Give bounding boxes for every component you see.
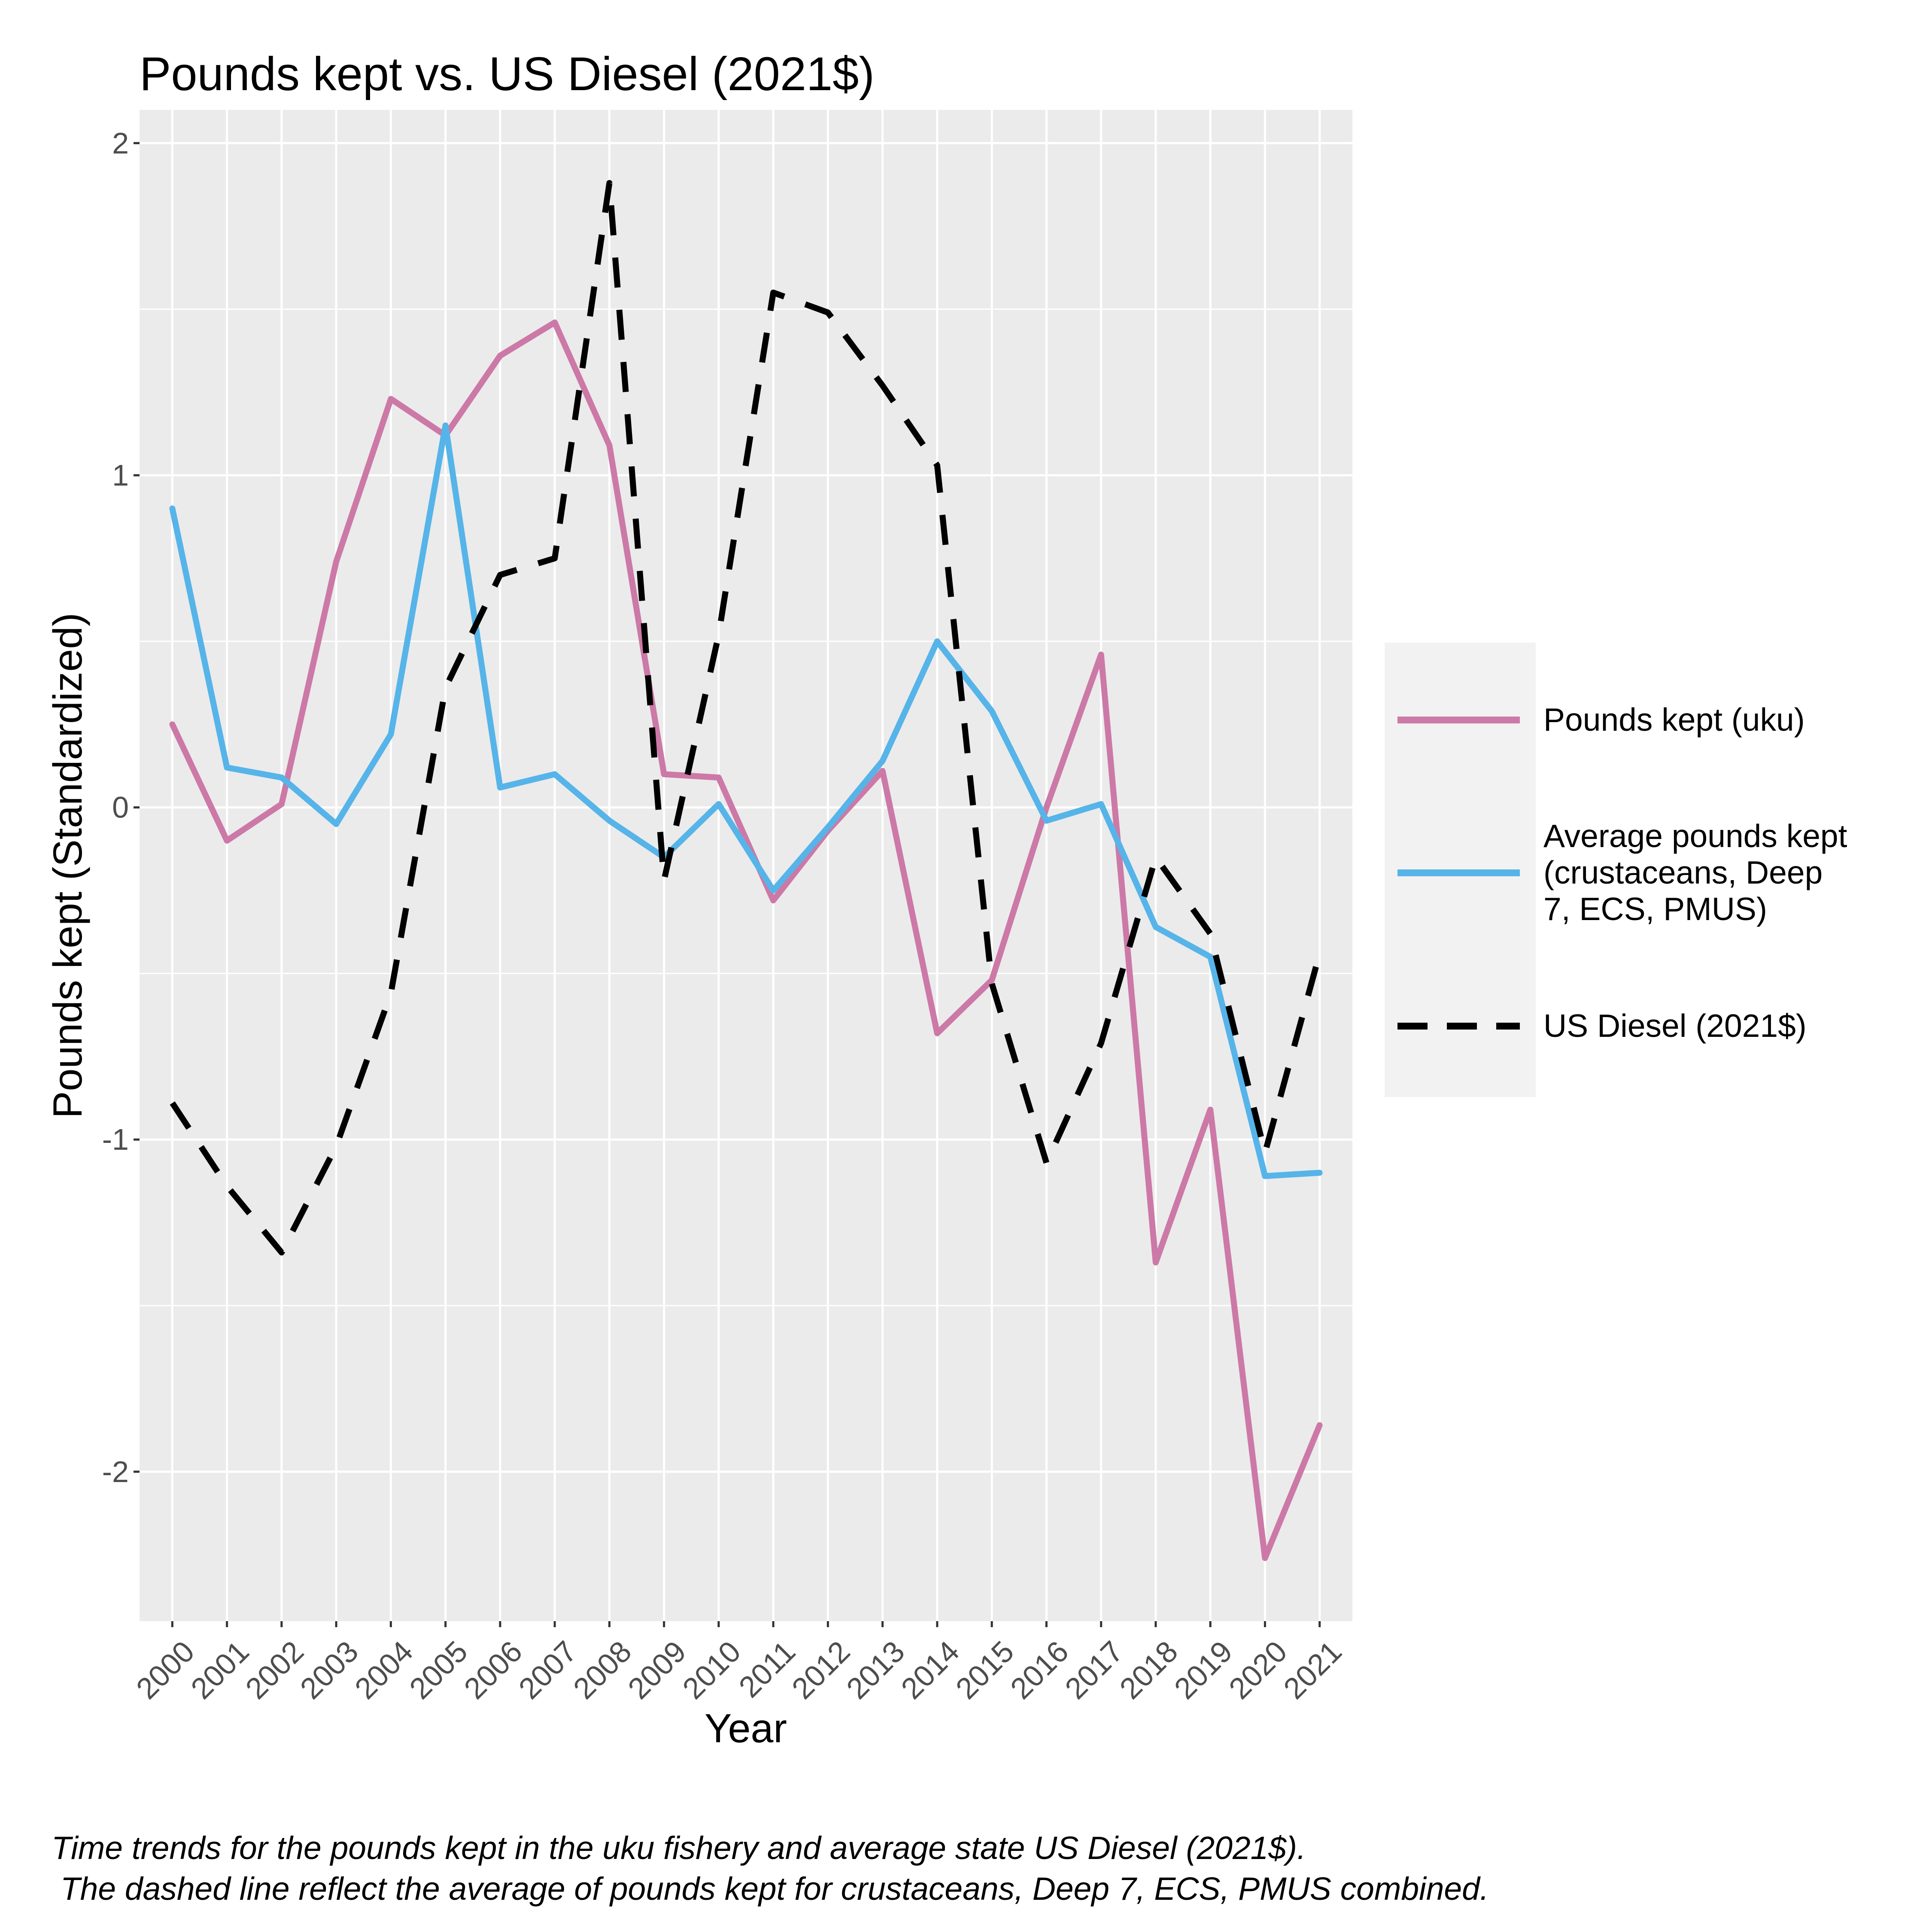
y-tick-label: 1 bbox=[112, 459, 129, 492]
x-tick-label: 2006 bbox=[458, 1634, 529, 1705]
x-tick-label: 2011 bbox=[732, 1634, 802, 1704]
y-tick-label: 0 bbox=[112, 791, 129, 824]
grid-minor bbox=[140, 308, 1352, 1306]
caption-line-2: The dashed line reflect the average of p… bbox=[52, 1871, 1489, 1907]
x-tick-label: 2013 bbox=[840, 1634, 911, 1705]
x-tick-label: 2003 bbox=[294, 1634, 365, 1705]
x-tick-label: 2020 bbox=[1222, 1634, 1293, 1705]
y-tick-label: -1 bbox=[102, 1123, 129, 1156]
series-line-1 bbox=[169, 319, 1323, 1561]
y-tick-label: -2 bbox=[102, 1455, 129, 1488]
x-tick-label: 2000 bbox=[130, 1634, 200, 1705]
x-tick-label: 2012 bbox=[785, 1634, 856, 1705]
x-tick-label: 2008 bbox=[567, 1634, 638, 1705]
x-tick-label: 2002 bbox=[239, 1634, 310, 1705]
x-axis-label: Year bbox=[705, 1706, 787, 1751]
x-tick-label: 2016 bbox=[1004, 1634, 1075, 1705]
x-tick-label: 2004 bbox=[348, 1634, 419, 1705]
x-tick-label: 2019 bbox=[1168, 1634, 1239, 1705]
series-line-3 bbox=[170, 180, 1323, 1256]
x-tick-label: 2001 bbox=[185, 1634, 255, 1705]
x-tick-label: 2014 bbox=[895, 1634, 966, 1705]
x-tick-label: 2007 bbox=[512, 1634, 583, 1705]
caption: Time trends for the pounds kept in the u… bbox=[52, 1830, 1489, 1907]
grid-major bbox=[140, 110, 1352, 1621]
x-tick-label: 2005 bbox=[403, 1634, 474, 1705]
y-axis: -2 -1 0 1 2 bbox=[102, 126, 140, 1488]
x-axis: 2000200120022003200420052006200720082009… bbox=[130, 1621, 1348, 1705]
y-tick-label: 2 bbox=[112, 126, 129, 160]
x-tick-label: 2015 bbox=[949, 1634, 1020, 1705]
x-tick-label: 2009 bbox=[622, 1634, 693, 1705]
legend: Pounds kept (uku) Average pounds kept (cru… bbox=[1385, 643, 1847, 1097]
legend-label-3: US Diesel (2021$) bbox=[1543, 1008, 1807, 1044]
x-tick-label: 2010 bbox=[676, 1634, 747, 1705]
x-tick-label: 2018 bbox=[1113, 1634, 1184, 1705]
legend-label-2: Average pounds kept (crustaceans, Deep 7, … bbox=[1543, 818, 1847, 927]
series-layer bbox=[169, 180, 1323, 1561]
x-tick-label: 2021 bbox=[1277, 1634, 1348, 1705]
caption-line-1: Time trends for the pounds kept in the u… bbox=[52, 1830, 1306, 1866]
legend-label-1: Pounds kept (uku) bbox=[1543, 702, 1805, 738]
y-axis-label: Pounds kept (Standardized) bbox=[45, 613, 91, 1118]
x-tick-label: 2017 bbox=[1059, 1634, 1130, 1705]
series-line-2 bbox=[169, 422, 1323, 1179]
chart-title: Pounds kept vs. US Diesel (2021$) bbox=[140, 48, 875, 100]
plot-panel bbox=[140, 110, 1352, 1621]
